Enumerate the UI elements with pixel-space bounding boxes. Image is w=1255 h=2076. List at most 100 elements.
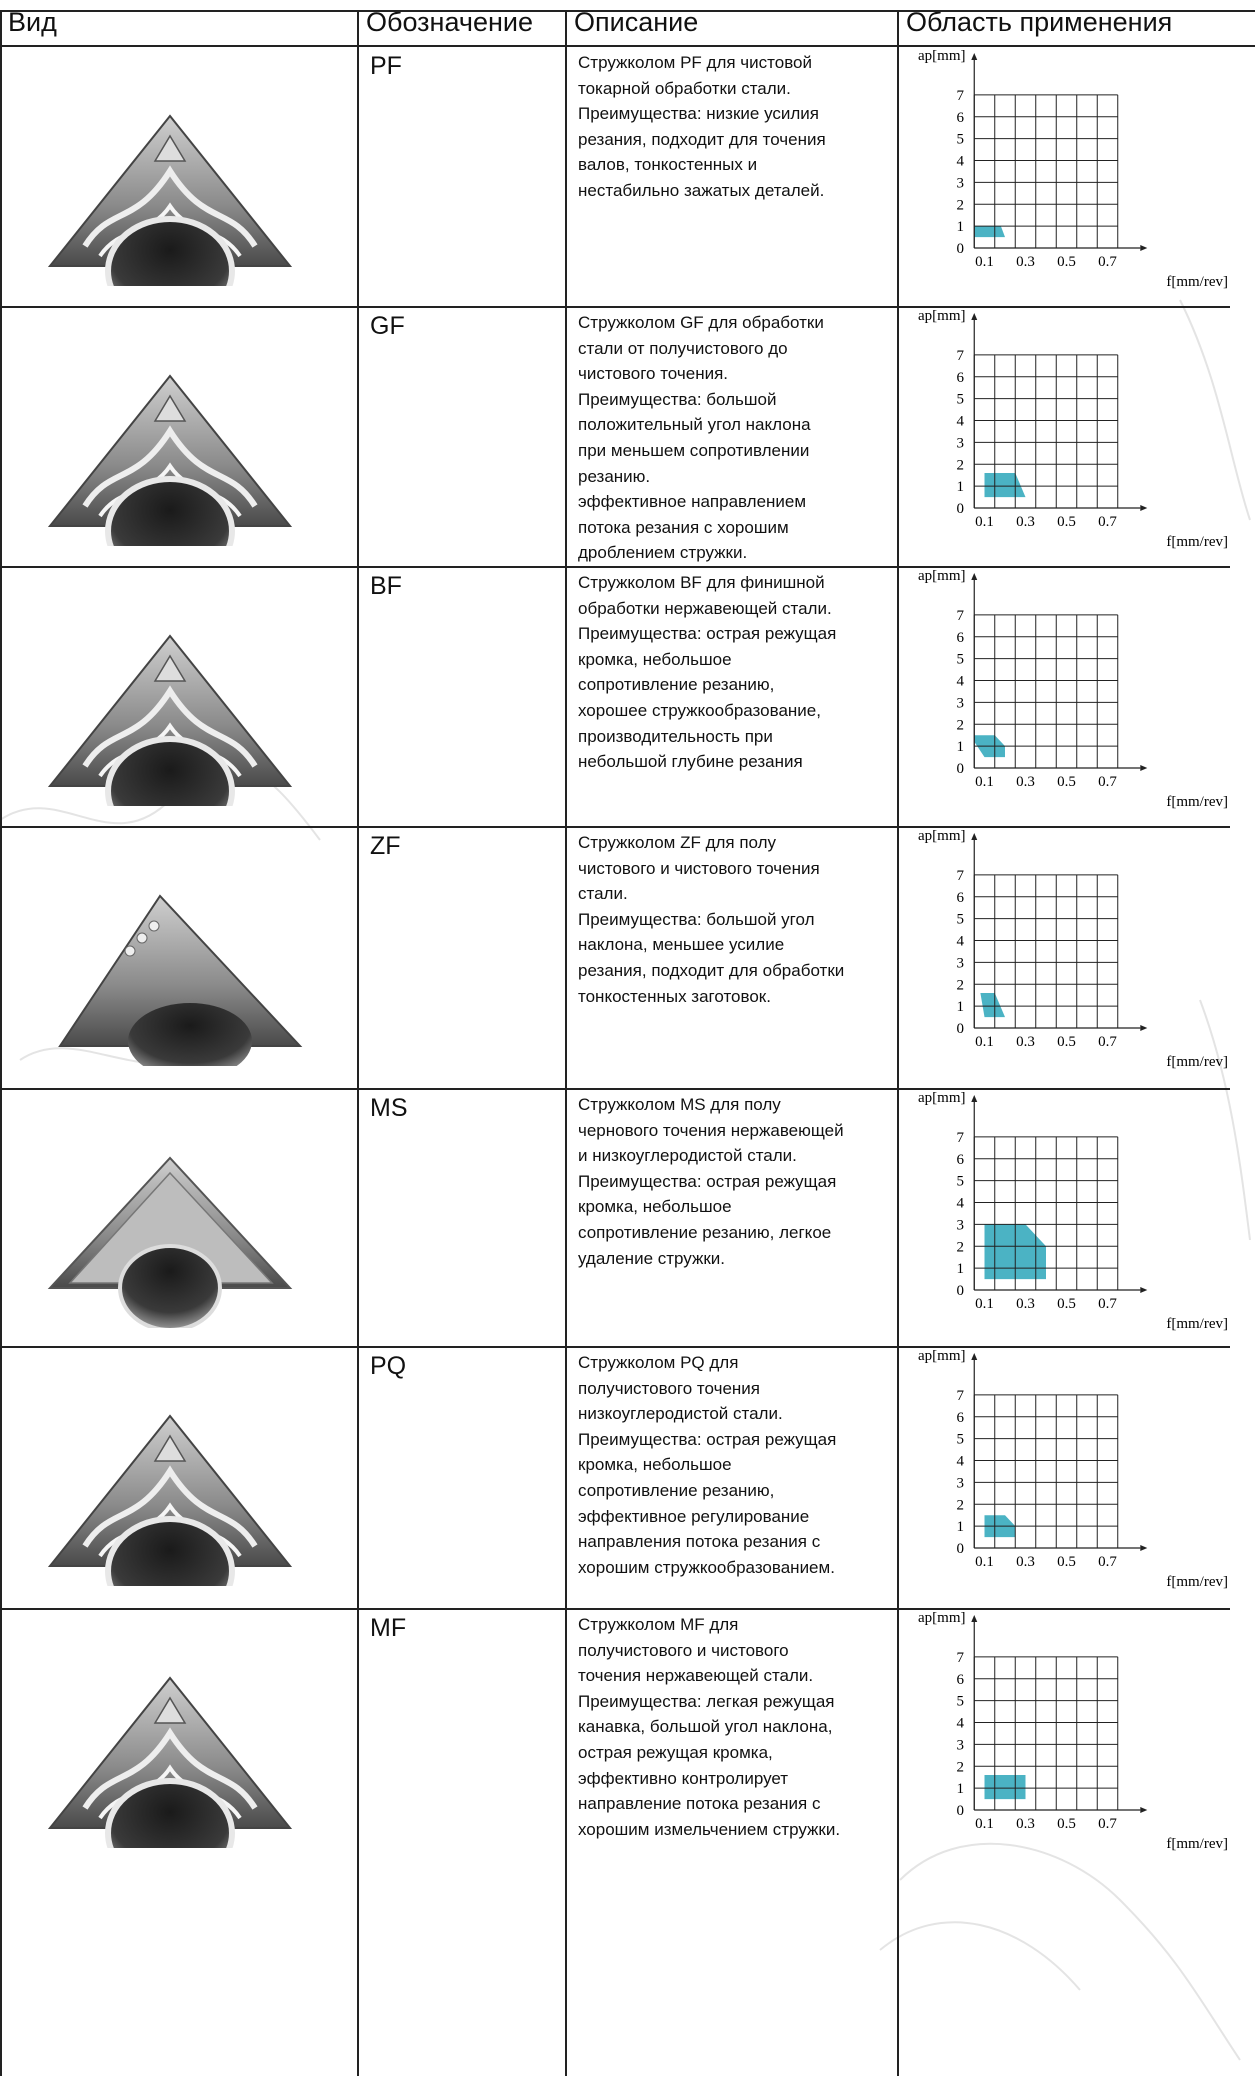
x-tick-label: 0.1 [975, 254, 994, 270]
insert-image-cell [0, 1088, 357, 1346]
y-tick-label: 5 [957, 1694, 965, 1710]
col-border-1 [357, 12, 359, 2076]
col-border-left [0, 12, 2, 2076]
y-tick-label: 7 [957, 868, 965, 884]
y-tick-label: 6 [957, 630, 965, 646]
y-axis-label: ap[mm] [918, 828, 965, 844]
y-axis-label: ap[mm] [918, 568, 965, 584]
y-axis-label: ap[mm] [918, 1610, 965, 1626]
y-tick-label: 6 [957, 890, 965, 906]
pf-insert-icon [47, 114, 293, 286]
table-row: PF Стружколом PF для чистовой токарной об… [0, 46, 1255, 306]
y-tick-label: 0 [957, 1541, 965, 1557]
x-tick-label: 0.7 [1098, 514, 1117, 530]
y-tick-label: 1 [957, 999, 965, 1015]
application-chart-cell: 0 1 2 3 4 5 6 7 0.1 0.3 0.5 0.7 ap[mm] f[mm/rev] [898, 1346, 1255, 1608]
chipbreaker-description: Стружколом BF для финишной обработки нер… [578, 573, 837, 772]
x-tick-label: 0.3 [1016, 254, 1035, 270]
y-tick-label: 1 [957, 479, 965, 495]
y-tick-label: 5 [957, 1174, 965, 1190]
table-row: PQ Стружколом PQ для получистового точени… [0, 1346, 1255, 1608]
y-tick-label: 7 [957, 1130, 965, 1146]
application-chart-cell: 0 1 2 3 4 5 6 7 0.1 0.3 0.5 0.7 ap[mm] f[mm/rev] [898, 1608, 1255, 2076]
chipbreaker-code: ZF [370, 832, 401, 860]
y-tick-label: 3 [957, 175, 965, 191]
application-chart-cell: 0 1 2 3 4 5 6 7 0.1 0.3 0.5 0.7 ap[mm] f[mm/rev] [898, 46, 1255, 306]
row-divider [0, 826, 1230, 828]
insert-image-cell [0, 1608, 357, 2076]
application-chart-cell: 0 1 2 3 4 5 6 7 0.1 0.3 0.5 0.7 ap[mm] f[mm/rev] [898, 566, 1255, 826]
chipbreaker-code: GF [370, 312, 405, 340]
y-tick-label: 4 [957, 414, 965, 430]
chipbreaker-description: Стружколом ZF для полу чистового и чисто… [578, 833, 845, 1006]
x-axis-label: f[mm/rev] [1166, 794, 1228, 810]
chipbreaker-code: MS [370, 1094, 408, 1122]
y-axis-arrow [971, 1615, 978, 1622]
application-area-chart: 0 1 2 3 4 5 6 7 0.1 0.3 0.5 0.7 ap[mm] f[mm/rev] [918, 48, 1228, 290]
y-tick-label: 5 [957, 652, 965, 668]
x-tick-label: 0.7 [1098, 254, 1117, 270]
row-divider [0, 1608, 1230, 1610]
x-tick-label: 0.1 [975, 514, 994, 530]
x-axis-label: f[mm/rev] [1166, 1054, 1228, 1070]
insert-image-cell [0, 826, 357, 1088]
x-axis-label: f[mm/rev] [1166, 534, 1228, 550]
y-tick-label: 0 [957, 1283, 965, 1299]
x-axis-label: f[mm/rev] [1166, 1574, 1228, 1590]
chipbreaker-description: Стружколом PF для чистовой токарной обра… [578, 53, 826, 200]
y-tick-label: 5 [957, 392, 965, 408]
x-tick-label: 0.3 [1016, 774, 1035, 790]
y-tick-label: 4 [957, 1716, 965, 1732]
application-region [984, 1775, 1026, 1800]
y-tick-label: 2 [957, 457, 965, 473]
insert-image-cell [0, 306, 357, 566]
application-area-chart: 0 1 2 3 4 5 6 7 0.1 0.3 0.5 0.7 ap[mm] f[mm/rev] [918, 1610, 1228, 1852]
application-area-chart: 0 1 2 3 4 5 6 7 0.1 0.3 0.5 0.7 ap[mm] f[mm/rev] [918, 828, 1228, 1070]
y-tick-label: 1 [957, 1781, 965, 1797]
chipbreaker-code: BF [370, 572, 402, 600]
table-row: GF Стружколом GF для обработки стали от п… [0, 306, 1255, 566]
y-tick-label: 3 [957, 435, 965, 451]
application-chart-cell: 0 1 2 3 4 5 6 7 0.1 0.3 0.5 0.7 ap[mm] f[mm/rev] [898, 1088, 1255, 1346]
application-region [980, 993, 1005, 1018]
y-tick-label: 2 [957, 977, 965, 993]
y-tick-label: 1 [957, 1261, 965, 1277]
y-tick-label: 5 [957, 132, 965, 148]
y-tick-label: 6 [957, 1152, 965, 1168]
y-tick-label: 4 [957, 674, 965, 690]
y-tick-label: 5 [957, 1432, 965, 1448]
x-tick-label: 0.3 [1016, 1296, 1035, 1312]
y-tick-label: 3 [957, 955, 965, 971]
y-tick-label: 6 [957, 110, 965, 126]
y-tick-label: 7 [957, 88, 965, 104]
x-axis-label: f[mm/rev] [1166, 1316, 1228, 1332]
row-divider [0, 1088, 1230, 1090]
y-axis-arrow [971, 1353, 978, 1360]
chipbreaker-code: PF [370, 52, 402, 80]
row-divider [0, 566, 1230, 568]
x-axis-arrow [1140, 1807, 1148, 1813]
x-tick-label: 0.5 [1057, 1554, 1076, 1570]
x-tick-label: 0.5 [1057, 774, 1076, 790]
x-tick-label: 0.5 [1057, 1034, 1076, 1050]
y-tick-label: 6 [957, 1672, 965, 1688]
x-tick-label: 0.5 [1057, 254, 1076, 270]
y-tick-label: 2 [957, 717, 965, 733]
y-axis-arrow [971, 573, 978, 580]
application-region [974, 226, 1005, 238]
x-tick-label: 0.5 [1057, 514, 1076, 530]
chipbreaker-description: Стружколом GF для обработки стали от пол… [578, 313, 824, 563]
chipbreaker-code: PQ [370, 1352, 407, 1380]
y-tick-label: 4 [957, 1454, 965, 1470]
y-tick-label: 3 [957, 1217, 965, 1233]
y-tick-label: 7 [957, 1388, 965, 1404]
table-row: ZF Стружколом ZF для полу чистового и чис… [0, 826, 1255, 1088]
table-top-border [0, 10, 1255, 12]
y-axis-label: ap[mm] [918, 1348, 965, 1364]
x-tick-label: 0.3 [1016, 1554, 1035, 1570]
chipbreaker-description: Стружколом MF для получистового и чистов… [578, 1615, 841, 1839]
row-divider [0, 306, 1230, 308]
x-axis-arrow [1140, 1287, 1148, 1293]
y-tick-label: 2 [957, 1497, 965, 1513]
y-axis-label: ap[mm] [918, 1090, 965, 1106]
